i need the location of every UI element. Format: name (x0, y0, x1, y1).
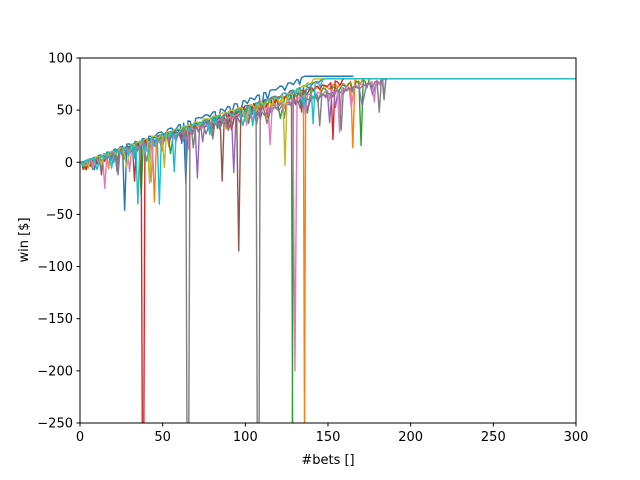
plot-series-group (80, 75, 576, 423)
y-tick-label: −200 (37, 364, 73, 379)
y-axis-tick-labels: 100 50 0 −50 −100 −150 −200 −250 (37, 52, 73, 432)
series-line-run-gray (80, 78, 576, 423)
x-tick-label: 150 (316, 430, 341, 445)
x-tick-label: 200 (398, 430, 423, 445)
y-tick-label: 50 (56, 104, 73, 119)
x-axis-tick-labels: 0 50 100 150 200 250 300 (76, 430, 589, 445)
y-tick-label: −100 (37, 260, 73, 275)
y-tick-label: −50 (46, 208, 73, 223)
y-tick-label: 100 (48, 52, 73, 67)
y-tick-label: −250 (37, 417, 73, 432)
x-tick-label: 50 (154, 430, 171, 445)
x-tick-label: 0 (76, 430, 84, 445)
x-axis-ticks (79, 423, 577, 427)
series-line-run-cyan (80, 78, 576, 205)
y-axis-label: win [$] (17, 217, 32, 262)
x-tick-label: 100 (233, 430, 258, 445)
x-tick-label: 250 (481, 430, 506, 445)
x-axis-label: #bets [] (301, 453, 354, 468)
x-tick-label: 300 (564, 430, 589, 445)
y-tick-label: −150 (37, 312, 73, 327)
y-tick-label: 0 (65, 156, 73, 171)
y-axis-ticks (76, 57, 80, 424)
